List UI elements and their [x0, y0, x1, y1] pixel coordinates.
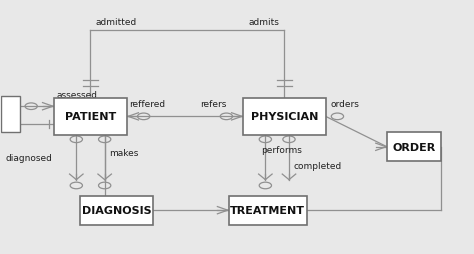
Text: makes: makes — [109, 148, 139, 157]
Text: reffered: reffered — [129, 100, 165, 109]
FancyBboxPatch shape — [243, 99, 326, 135]
FancyBboxPatch shape — [229, 196, 307, 225]
Text: PHYSICIAN: PHYSICIAN — [251, 112, 318, 122]
Text: DIAGNOSIS: DIAGNOSIS — [82, 205, 151, 215]
Text: admits: admits — [249, 18, 280, 27]
Text: ORDER: ORDER — [392, 142, 436, 152]
Text: refers: refers — [201, 100, 227, 109]
FancyBboxPatch shape — [54, 99, 127, 135]
FancyBboxPatch shape — [387, 133, 441, 162]
Text: completed: completed — [294, 161, 342, 170]
Text: performs: performs — [261, 146, 301, 155]
FancyBboxPatch shape — [0, 97, 19, 132]
Text: assessed: assessed — [56, 91, 97, 100]
FancyBboxPatch shape — [80, 196, 153, 225]
Text: diagnosed: diagnosed — [5, 153, 52, 163]
Text: PATIENT: PATIENT — [65, 112, 116, 122]
Text: orders: orders — [330, 100, 359, 109]
Text: TREATMENT: TREATMENT — [230, 205, 305, 215]
Text: admitted: admitted — [95, 18, 137, 27]
